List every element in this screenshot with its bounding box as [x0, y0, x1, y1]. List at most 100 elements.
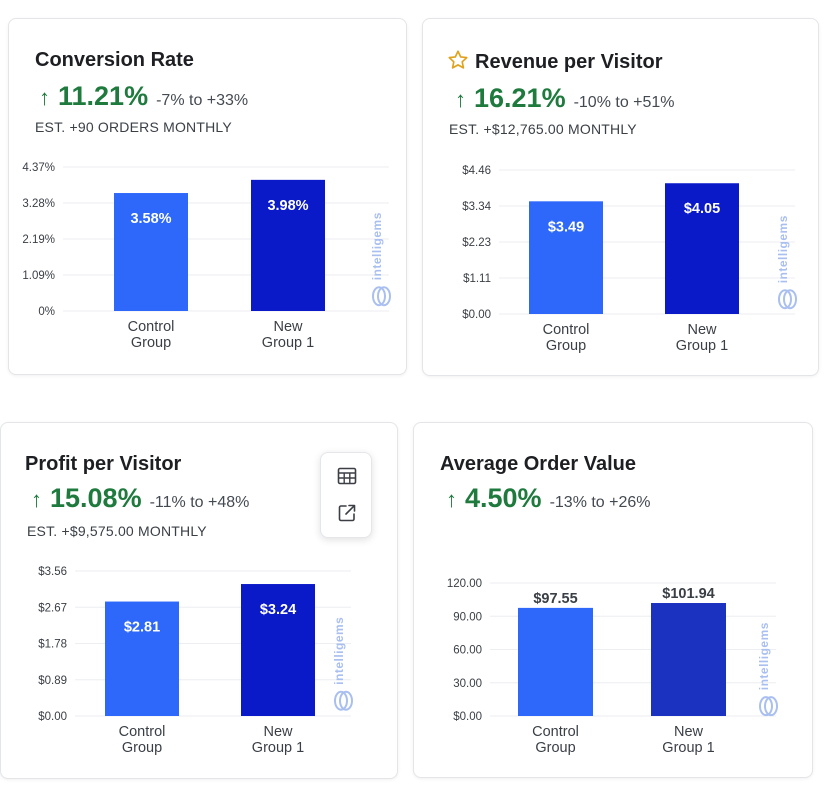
y-tick-label: 120.00 — [447, 578, 482, 590]
x-tick-label: Control — [119, 724, 166, 740]
data-label: $101.94 — [662, 586, 714, 602]
y-tick-label: $2.23 — [462, 237, 491, 249]
arrow-up-icon: ↑ — [39, 85, 50, 110]
bar — [241, 584, 315, 716]
y-tick-label: 60.00 — [453, 645, 482, 657]
lift-value: 4.50% — [465, 483, 542, 513]
arrow-up-icon: ↑ — [446, 487, 457, 512]
y-tick-label: 1.09% — [22, 270, 55, 282]
card-title: Conversion Rate — [35, 49, 194, 71]
y-tick-label: $2.67 — [38, 602, 67, 614]
lift-range: -7% to +33% — [156, 92, 249, 109]
bar — [529, 201, 603, 314]
metric-row: ↑ 15.08% -11% to +48% — [31, 483, 249, 514]
x-tick-label: Group 1 — [262, 335, 314, 351]
watermark-text: intelligems — [757, 622, 771, 690]
lift-value: 11.21% — [58, 81, 149, 111]
y-tick-label: 4.37% — [22, 162, 55, 174]
x-tick-label: Control — [543, 322, 590, 338]
external-link-icon — [338, 504, 356, 522]
x-tick-label: Group 1 — [252, 740, 304, 756]
lift-range: -13% to +26% — [549, 494, 651, 511]
x-tick-label: Control — [532, 724, 579, 740]
y-tick-label: $3.34 — [462, 201, 491, 213]
bar — [251, 179, 325, 311]
x-tick-label: Group 1 — [676, 338, 728, 354]
watermark-logo — [764, 696, 778, 717]
arrow-up-icon: ↑ — [31, 487, 42, 512]
x-tick-label: New — [674, 724, 704, 740]
bar — [651, 603, 726, 716]
lift-range: -11% to +48% — [149, 494, 250, 511]
card-title: Revenue per Visitor — [447, 49, 662, 74]
data-label: 3.58% — [130, 211, 171, 227]
watermark-text: intelligems — [332, 617, 346, 685]
card-average-order-value: Average Order Value ↑ 4.50% -13% to +26%… — [413, 422, 813, 778]
bar-chart: $0.00$1.11$2.23$3.34$4.46$3.49ControlGro… — [462, 165, 797, 354]
export-button[interactable] — [334, 500, 360, 526]
lift-value: 15.08% — [50, 483, 142, 513]
y-tick-label: 3.28% — [22, 198, 55, 210]
watermark-text: intelligems — [776, 215, 790, 283]
card-title: Average Order Value — [440, 453, 637, 475]
estimate-text: EST. +$12,765.00 MONTHLY — [449, 121, 637, 137]
watermark-text: intelligems — [370, 212, 384, 280]
watermark-logo — [372, 286, 386, 307]
lift-range: -10% to +51% — [573, 94, 675, 111]
card-title: Profit per Visitor — [25, 453, 182, 475]
watermark-logo — [778, 289, 792, 310]
y-tick-label: 90.00 — [453, 611, 482, 623]
watermark-logo — [783, 289, 797, 310]
data-label: $97.55 — [533, 591, 577, 607]
metric-row: ↑ 4.50% -13% to +26% — [446, 483, 651, 514]
table-view-button[interactable] — [334, 463, 360, 489]
table-icon — [337, 467, 357, 485]
lift-value: 16.21% — [474, 83, 566, 113]
x-tick-label: Group — [122, 740, 162, 756]
card-title-text: Revenue per Visitor — [475, 51, 663, 73]
bar-chart: $0.0030.0060.0090.00120.00$97.55ControlG… — [447, 578, 778, 756]
watermark-logo — [759, 696, 773, 717]
y-tick-label: $1.11 — [463, 273, 491, 285]
bar — [114, 193, 188, 311]
data-label: $4.05 — [684, 201, 720, 217]
x-tick-label: New — [263, 724, 293, 740]
watermark-logo — [339, 690, 353, 711]
y-tick-label: $0.00 — [453, 711, 482, 723]
card-conversion-rate: Conversion Rate ↑ 11.21% -7% to +33% EST… — [8, 18, 407, 375]
bar — [518, 607, 593, 716]
bar-chart: $0.00$0.89$1.78$2.67$3.56$2.81ControlGro… — [38, 566, 353, 756]
x-tick-label: Group 1 — [662, 740, 714, 756]
data-label: $3.49 — [548, 219, 584, 235]
y-tick-label: $4.46 — [462, 165, 491, 177]
y-tick-label: $0.00 — [462, 309, 491, 321]
y-tick-label: $1.78 — [38, 639, 67, 651]
x-tick-label: Group — [546, 338, 586, 354]
x-tick-label: Group — [131, 335, 171, 351]
x-tick-label: New — [273, 319, 303, 335]
bar — [665, 183, 739, 314]
arrow-up-icon: ↑ — [455, 87, 466, 112]
data-label: $2.81 — [124, 620, 160, 636]
watermark-logo — [377, 286, 391, 307]
star-icon[interactable] — [447, 49, 469, 71]
estimate-text: EST. +$9,575.00 MONTHLY — [27, 523, 207, 539]
y-tick-label: $3.56 — [38, 566, 67, 578]
y-tick-label: 30.00 — [453, 678, 482, 690]
metric-row: ↑ 16.21% -10% to +51% — [455, 83, 675, 114]
watermark-logo — [334, 690, 348, 711]
y-tick-label: 2.19% — [22, 234, 55, 246]
y-tick-label: 0% — [38, 306, 55, 318]
card-revenue-per-visitor: Revenue per Visitor ↑ 16.21% -10% to +51… — [422, 18, 819, 376]
x-tick-label: New — [687, 322, 717, 338]
estimate-text: EST. +90 ORDERS MONTHLY — [35, 119, 232, 135]
metric-row: ↑ 11.21% -7% to +33% — [39, 81, 248, 112]
x-tick-label: Group — [535, 740, 575, 756]
data-label: 3.98% — [267, 198, 308, 214]
chart-action-popover — [320, 452, 372, 538]
data-label: $3.24 — [260, 602, 296, 618]
bar — [105, 601, 179, 716]
x-tick-label: Control — [128, 319, 175, 335]
card-profit-per-visitor: Profit per Visitor ↑ 15.08% -11% to +48%… — [0, 422, 398, 779]
